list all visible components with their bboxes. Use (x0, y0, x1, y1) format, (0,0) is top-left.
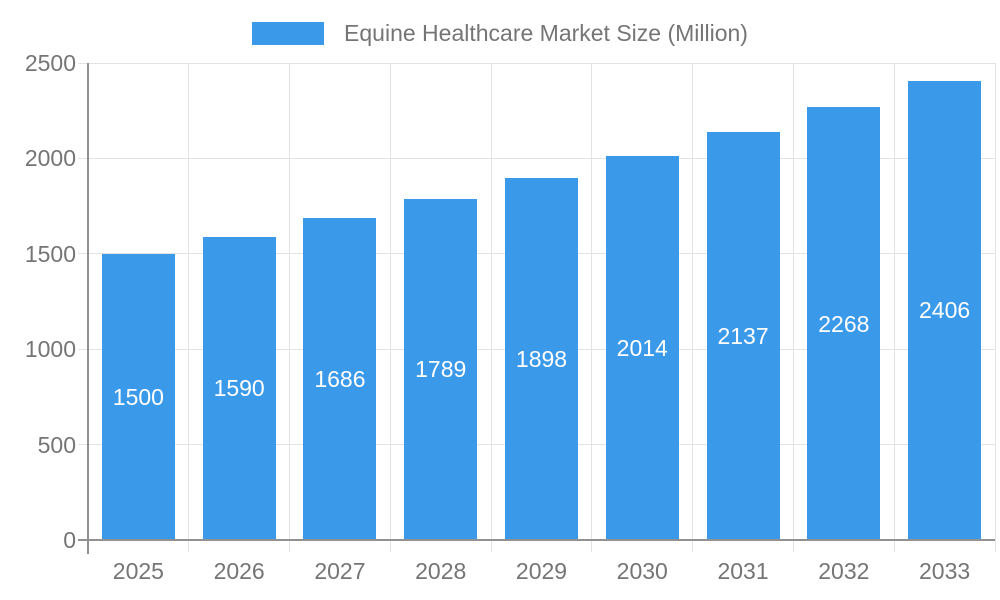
gridline-vertical (893, 63, 895, 552)
bar[interactable] (706, 132, 780, 540)
x-axis-tick-label: 2025 (112, 558, 164, 584)
bar[interactable] (303, 218, 377, 540)
gridline-horizontal (88, 62, 995, 64)
bar-value-label: 2268 (818, 310, 870, 337)
bar-value-label: 1789 (415, 356, 467, 383)
x-axis-tick-label: 2031 (717, 558, 769, 584)
y-axis-tick-label: 1500 (24, 240, 76, 267)
y-axis-tick (78, 157, 88, 159)
bar-value-label: 2406 (919, 297, 971, 324)
x-axis-tick-label: 2026 (213, 558, 265, 584)
gridline-vertical (792, 63, 794, 552)
bar[interactable] (404, 198, 478, 540)
bar[interactable] (807, 107, 881, 540)
x-axis-tick-label: 2032 (818, 558, 870, 584)
y-axis-tick-label: 2500 (24, 50, 76, 76)
legend[interactable]: Equine Healthcare Market Size (Million) (0, 20, 1000, 46)
bar[interactable] (908, 80, 982, 540)
bar[interactable] (101, 253, 175, 540)
x-axis-line (78, 539, 995, 541)
x-axis-tick-label: 2030 (616, 558, 668, 584)
gridline-vertical (289, 63, 291, 552)
gridline-vertical (994, 63, 996, 552)
y-axis-line (87, 63, 89, 554)
y-axis-tick-label: 1000 (24, 336, 76, 363)
y-axis-tick-label: 0 (63, 527, 76, 553)
gridline-vertical (692, 63, 694, 552)
gridline-vertical (188, 63, 190, 552)
y-axis-tick (78, 253, 88, 255)
bar-value-label: 1590 (213, 375, 265, 402)
bar-value-label: 2137 (717, 323, 769, 350)
bar[interactable] (505, 177, 578, 540)
bar-value-label: 1686 (314, 366, 366, 393)
gridline-vertical (591, 63, 593, 552)
bar[interactable] (605, 155, 679, 540)
y-axis-tick (78, 62, 88, 64)
legend-swatch (252, 21, 325, 45)
y-axis-tick (78, 348, 88, 350)
x-axis-tick-label: 2029 (515, 558, 568, 584)
x-axis-tick-label: 2027 (314, 558, 366, 584)
bar-value-label: 1500 (112, 383, 164, 410)
bar-value-label: 1898 (515, 345, 568, 372)
legend-label: Equine Healthcare Market Size (Million) (344, 20, 748, 46)
y-axis-tick (78, 444, 88, 446)
x-axis-tick-label: 2033 (919, 558, 971, 584)
gridline-vertical (490, 63, 492, 552)
y-axis-tick-label: 2000 (24, 145, 76, 172)
bar-value-label: 2014 (616, 334, 668, 361)
x-axis-tick-label: 2028 (415, 558, 467, 584)
y-axis-tick-label: 500 (37, 431, 76, 458)
gridline-vertical (389, 63, 391, 552)
bar[interactable] (202, 236, 276, 540)
gridline-horizontal (88, 157, 995, 159)
